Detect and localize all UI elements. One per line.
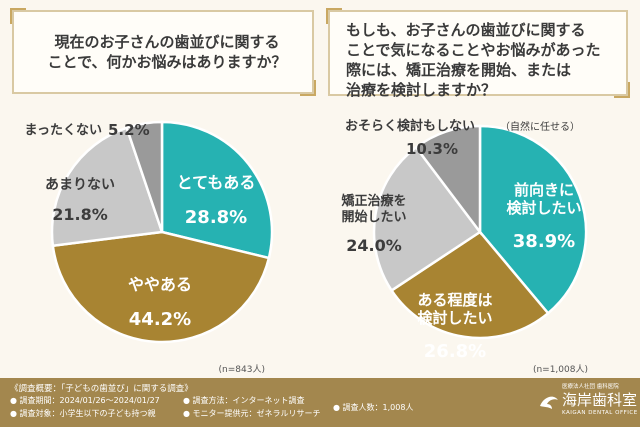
pie-slice (372, 145, 482, 293)
logo-corp: 医療法人社団 歯科医院 (562, 384, 619, 390)
slice-value: 26.8% (424, 341, 486, 362)
pie-slice (389, 230, 550, 340)
slice-value: 10.3% (406, 140, 458, 158)
frame-corner (326, 8, 342, 24)
survey-count: ● 調査人数：1,008人 (333, 402, 413, 413)
slice-sublabel: （自然に任せる） (500, 120, 580, 133)
pie-slice (125, 120, 164, 233)
slice-value: 38.9% (513, 231, 575, 252)
pie-chart-1: とてもある 28.8% ややある 44.2% あまりない 21.8% まったくない 5.2% (… (25, 120, 274, 375)
frame-corner (300, 80, 316, 96)
slice-label: 矯正治療を (341, 193, 406, 209)
question-1-text: 現在のお子さんの歯並びに関する ことで、何かお悩みはありますか？ (47, 33, 287, 71)
slice-value: 44.2% (129, 309, 191, 330)
frame-corner (614, 82, 630, 98)
logo-name: 海岸歯科室 (562, 391, 638, 409)
pie-chart-2: 前向きに検討したい38.9%ある程度は検討したい26.8%矯正治療を開始したい2… (341, 118, 588, 375)
survey-heading: 《調査概要：「子どもの歯並び」に関する調査》 (10, 384, 193, 394)
sample-size-note: (n=1,008人) (533, 364, 588, 375)
pie-slice (414, 124, 482, 236)
bullet-icon: ● (10, 409, 20, 418)
question-box-2: もしも、お子さんの歯並びに関する ことで気になることやお悩みがあった 際には、矯… (326, 8, 630, 99)
question-box-1: 現在のお子さんの歯並びに関する ことで、何かお悩みはありますか？ (10, 8, 316, 96)
slice-label: まったくない (25, 123, 102, 138)
slice-value: 28.8% (185, 207, 247, 228)
survey-method: ● 調査方法：インターネット調査 (183, 395, 305, 406)
survey-provider-text: モニター提供元：ゼネラルリサーチ (192, 409, 321, 418)
pie-slice (160, 120, 274, 260)
slice-label: ややある (128, 275, 192, 294)
slice-value: 24.0% (346, 236, 402, 255)
survey-method-text: 調査方法：インターネット調査 (192, 396, 305, 405)
pie-slice (51, 230, 271, 344)
slice-label: 検討したい (417, 309, 492, 327)
slice-label: おそらく検討もしない (345, 118, 475, 134)
survey-target: ● 調査対象：小学生以下の子ども持つ親 (10, 408, 156, 419)
slice-label: 前向きに (514, 181, 574, 199)
clinic-logo: 医療法人社団 歯科医院 海岸歯科室 KAIGAN DENTAL OFFICE (538, 382, 638, 426)
bullet-icon: ● (333, 403, 343, 412)
slice-label: あまりない (45, 177, 115, 193)
slice-value: 5.2% (108, 121, 150, 139)
slice-value: 21.8% (52, 205, 108, 224)
survey-footer: 《調査概要：「子どもの歯並び」に関する調査》 ● 調査期間：2024/01/26… (0, 378, 640, 427)
frame-corner (10, 8, 26, 24)
logo-roman: KAIGAN DENTAL OFFICE (562, 410, 638, 416)
survey-provider: ● モニター提供元：ゼネラルリサーチ (183, 408, 321, 419)
dolphin-icon (540, 396, 558, 409)
pie-slice (50, 126, 164, 248)
pie-charts: とてもある 28.8% ややある 44.2% あまりない 21.8% まったくない 5.2% (… (25, 118, 588, 375)
survey-period: ● 調査期間：2024/01/26～2024/01/27 (10, 395, 160, 406)
bullet-icon: ● (183, 396, 193, 405)
pie-slice (478, 124, 588, 316)
question-2-text: もしも、お子さんの歯並びに関する ことで気になることやお悩みがあった 際には、矯… (346, 21, 601, 99)
slice-label: ある程度は (417, 291, 492, 309)
survey-target-text: 調査対象：小学生以下の子ども持つ親 (19, 409, 156, 418)
survey-period-text: 調査期間：2024/01/26～2024/01/27 (19, 396, 160, 405)
bullet-icon: ● (183, 409, 193, 418)
bullet-icon: ● (10, 396, 20, 405)
slice-label: 検討したい (506, 199, 581, 217)
survey-count-text: 調査人数：1,008人 (342, 403, 414, 412)
slice-label: とてもある (177, 173, 256, 192)
sample-size-note: (n=843人) (219, 364, 265, 375)
slice-label: 開始したい (341, 209, 406, 225)
